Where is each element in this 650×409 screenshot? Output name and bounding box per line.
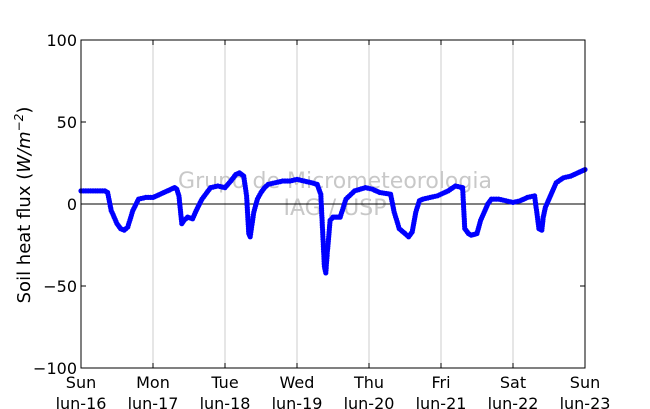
x-tick-weekday-7: Sun bbox=[570, 373, 600, 392]
x-axis-ticks: Sun lun-16 Mon lun-17 Tue lun-18 Wed lun-19 Thu l… bbox=[56, 40, 611, 409]
soil-heat-flux-series bbox=[78, 166, 588, 276]
x-tick-date-7: lun-23 bbox=[560, 394, 611, 409]
x-tick-date-6: lun-22 bbox=[488, 394, 539, 409]
x-tick-weekday-1: Mon bbox=[136, 373, 170, 392]
y-axis-label-unit: W/m bbox=[14, 131, 35, 172]
x-tick-date-4: lun-20 bbox=[344, 394, 395, 409]
x-tick-weekday-6: Sat bbox=[500, 373, 526, 392]
y-tick-label-3: −50 bbox=[43, 277, 77, 296]
y-axis-ticks: 100 50 0 −50 −100 bbox=[33, 31, 585, 378]
x-tick-weekday-5: Fri bbox=[431, 373, 450, 392]
x-tick-weekday-0: Sun bbox=[66, 373, 96, 392]
y-axis-label-suffix: ) bbox=[14, 107, 35, 114]
y-axis-label: Soil heat flux (W/m−2) bbox=[12, 107, 35, 304]
y-tick-label-4: −100 bbox=[33, 359, 77, 378]
y-tick-label-2: 0 bbox=[67, 195, 77, 214]
y-tick-label-0: 100 bbox=[46, 31, 77, 50]
x-tick-weekday-2: Tue bbox=[210, 373, 238, 392]
x-tick-date-0: lun-16 bbox=[56, 394, 107, 409]
x-tick-weekday-4: Thu bbox=[353, 373, 384, 392]
x-tick-weekday-3: Wed bbox=[280, 373, 315, 392]
x-tick-date-2: lun-18 bbox=[200, 394, 251, 409]
x-tick-date-5: lun-21 bbox=[416, 394, 467, 409]
x-tick-date-1: lun-17 bbox=[128, 394, 179, 409]
y-axis-label-prefix: Soil heat flux ( bbox=[14, 173, 35, 304]
x-tick-date-3: lun-19 bbox=[272, 394, 323, 409]
y-tick-label-1: 50 bbox=[57, 113, 77, 132]
y-axis-label-exponent: −2 bbox=[12, 114, 26, 132]
